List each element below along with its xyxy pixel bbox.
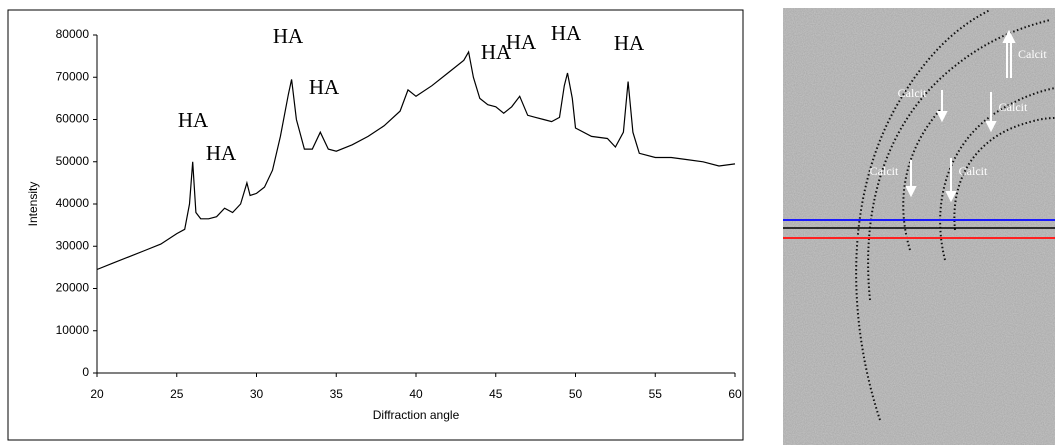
diffraction-image: Calcit Calcit Calcit Calcit Calcit bbox=[783, 8, 1055, 445]
peak-annotation: HA bbox=[178, 108, 209, 132]
x-tick-label: 25 bbox=[170, 387, 184, 401]
y-axis-label: Intensity bbox=[26, 182, 40, 227]
peak-annotation: HA bbox=[206, 141, 237, 165]
peak-annotation: HA bbox=[551, 21, 582, 45]
image-label: Calcit bbox=[959, 164, 988, 178]
x-tick-label: 20 bbox=[90, 387, 104, 401]
peak-annotation: HA bbox=[614, 31, 645, 55]
y-tick-label: 60000 bbox=[56, 112, 90, 126]
x-tick-label: 50 bbox=[569, 387, 583, 401]
peak-annotation: HA bbox=[309, 75, 340, 99]
y-tick-label: 20000 bbox=[56, 281, 90, 295]
y-tick-label: 40000 bbox=[56, 196, 90, 210]
x-axis-label: Diffraction angle bbox=[373, 408, 460, 422]
y-tick-label: 10000 bbox=[56, 323, 90, 337]
chart-frame bbox=[7, 9, 744, 441]
x-tick-label: 55 bbox=[649, 387, 663, 401]
y-tick-label: 50000 bbox=[56, 154, 90, 168]
peak-annotation: HA bbox=[273, 24, 304, 48]
x-tick-label: 40 bbox=[409, 387, 423, 401]
x-tick-label: 45 bbox=[489, 387, 503, 401]
x-tick-label: 60 bbox=[728, 387, 742, 401]
y-tick-label: 70000 bbox=[56, 69, 90, 83]
image-label: Calcit bbox=[1018, 47, 1047, 61]
data-line bbox=[96, 50, 736, 271]
image-label: Calcit bbox=[999, 100, 1028, 114]
x-tick-label: 35 bbox=[330, 387, 344, 401]
y-tick-label: 80000 bbox=[56, 27, 90, 41]
x-tick-label: 30 bbox=[250, 387, 264, 401]
y-tick-label: 0 bbox=[82, 365, 89, 379]
peak-annotation: HA bbox=[481, 40, 512, 64]
peak-annotation: HA bbox=[506, 30, 537, 54]
image-label: Calcit bbox=[898, 86, 927, 100]
y-tick-label: 30000 bbox=[56, 238, 90, 252]
image-label: Calcit bbox=[870, 164, 899, 178]
